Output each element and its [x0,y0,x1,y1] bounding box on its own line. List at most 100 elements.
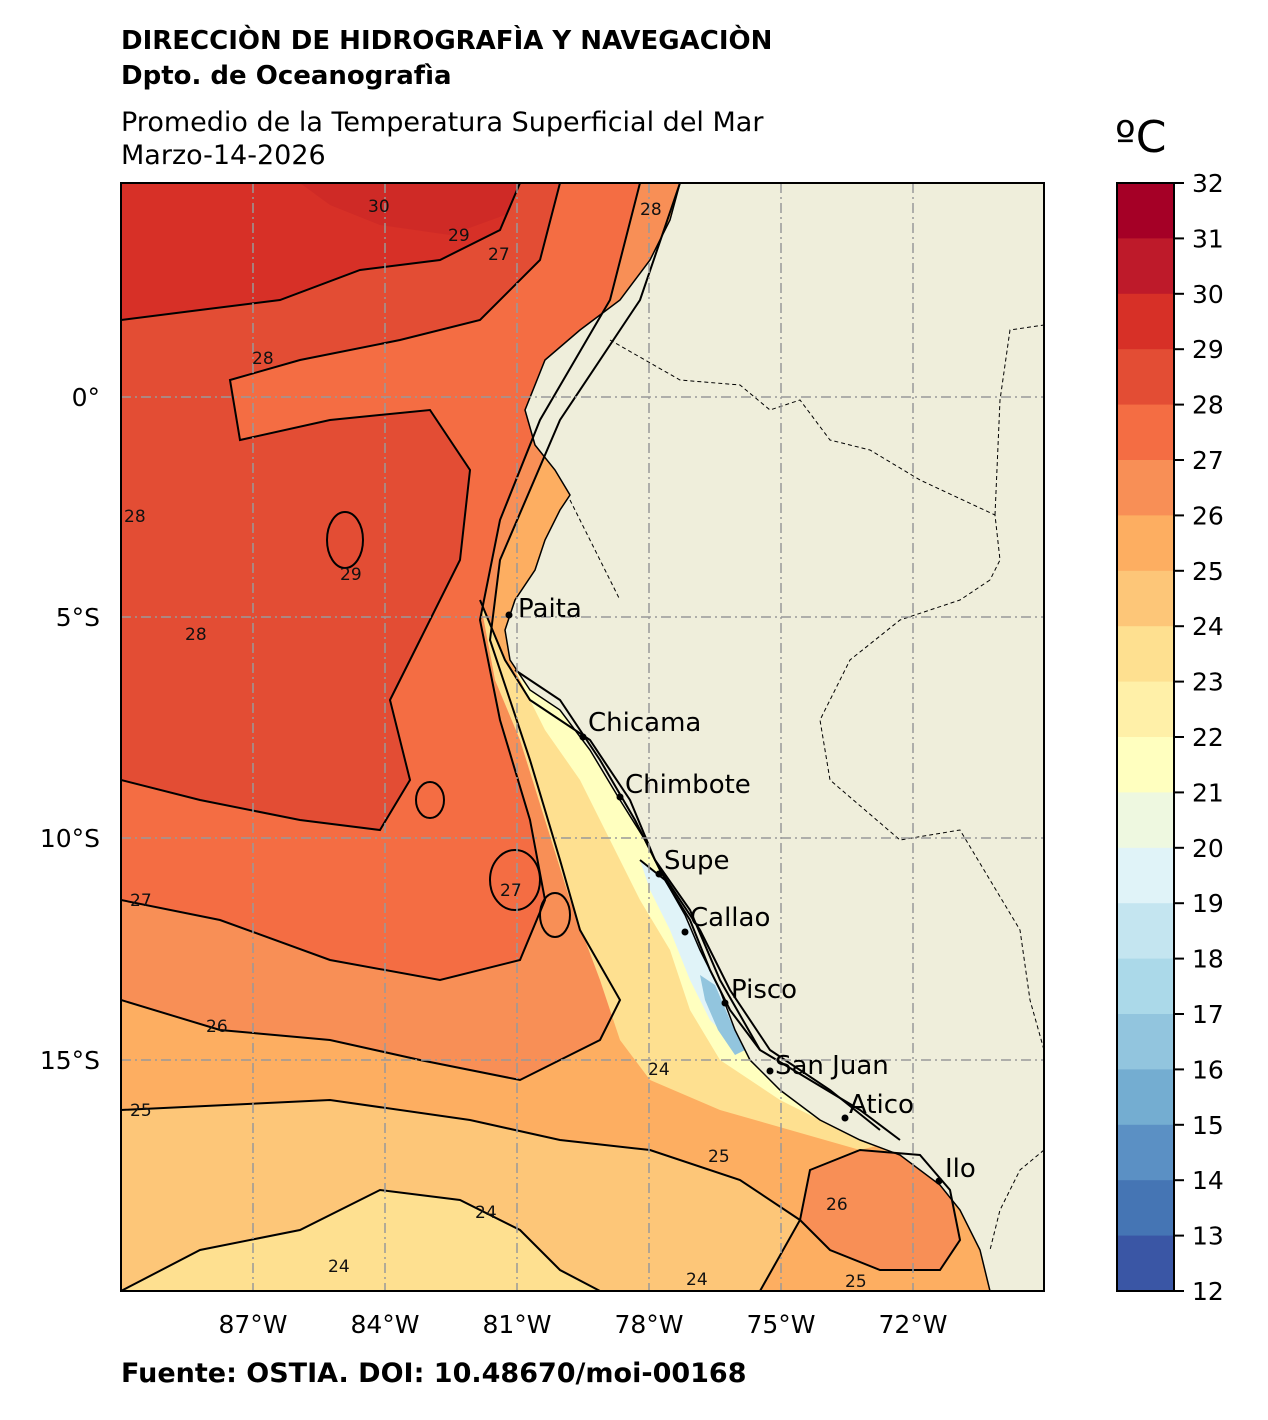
sst-band-23-24 [121,1190,600,1291]
sst-band-28-29 [121,183,560,830]
city-label-chimbote: Chimbote [625,770,751,800]
lon-label: 72°W [878,1310,947,1339]
map-frame [120,182,1045,1292]
isotherm-label: 24 [328,1257,350,1277]
colorbar-tick-label: 16 [1192,1055,1224,1084]
isotherm-label: 28 [252,349,274,369]
lon-label: 75°W [746,1310,815,1339]
isotherm-label: 25 [708,1147,730,1167]
colorbar-tick-label: 20 [1192,834,1224,863]
colorbar-segment [1117,681,1174,738]
isotherm-label: 26 [826,1195,848,1215]
colorbar-tick-label: 26 [1192,501,1224,530]
isotherm-label: 30 [368,197,390,217]
city-label-san-juan: San Juan [775,1051,889,1081]
isotherm-label: 28 [124,507,146,527]
colorbar: 32 31 30 29 28 27 26 25 24 23 22 21 20 19 18 17 16 15 14 13… [1116,169,1224,1306]
city-markers: Paita Chicama Chimbote Supe Callao Pisco… [505,594,976,1185]
colorbar-tick-label: 14 [1192,1166,1224,1195]
isotherm-label: 29 [340,565,362,585]
isotherm-label: 24 [686,1270,708,1290]
colorbar-segment [1117,293,1174,350]
city-marker-chimbote [616,793,624,801]
isotherm-label: 24 [648,1060,670,1080]
colorbar-segment [1117,1124,1174,1181]
colorbar-tick-label: 21 [1192,778,1224,807]
colorbar-segment [1117,958,1174,1015]
department-title: Dpto. de Oceanografìa [121,61,452,91]
colorbar-tick-label: 32 [1192,169,1224,198]
longitude-axis: 87°W 84°W 81°W 78°W 75°W 72°W [218,1310,947,1339]
latitude-axis: 0° 5°S 10°S 15°S [40,383,100,1075]
map-date: Marzo-14-2026 [121,140,326,171]
lon-label: 81°W [482,1310,551,1339]
sst-band-coastal-17 [700,975,745,1055]
colorbar-segment [1117,238,1174,295]
colorbar-segment [1117,903,1174,960]
city-label-callao: Callao [690,903,770,933]
colorbar-segment [1117,847,1174,904]
city-marker-pisco [721,999,729,1007]
lat-label: 10°S [40,824,100,853]
colorbar-tick-label: 13 [1192,1222,1224,1251]
colorbar-segment [1117,737,1174,793]
colorbar-tick-label: 18 [1192,945,1224,974]
lon-label: 78°W [614,1310,683,1339]
city-marker-ilo [935,1177,943,1185]
isotherm-label: 25 [845,1272,867,1292]
isotherm-label: 27 [130,891,152,911]
colorbar-tick-label: 25 [1192,557,1224,586]
colorbar-tick-label: 30 [1192,280,1224,309]
colorbar-unit: ºC [1115,112,1167,163]
colorbar-segment [1117,1235,1174,1292]
colorbar-tick-label: 22 [1192,723,1224,752]
colorbar-segment [1117,1180,1174,1237]
city-marker-chicama [579,733,587,741]
lat-label: 0° [72,383,100,412]
colorbar-tick-label: 12 [1192,1277,1224,1306]
isotherm-label: 25 [130,1101,152,1121]
sst-band-coastal-22 [515,670,880,1130]
colorbar-tick-label: 27 [1192,446,1224,475]
isotherm-label: 28 [640,200,662,220]
colorbar-tick-label: 19 [1192,889,1224,918]
colorbar-segment [1117,626,1174,683]
land-mass [504,183,1044,1291]
map-title: Promedio de la Temperatura Superficial d… [121,107,764,138]
grid-lines [121,183,1044,1291]
city-label-atico: Atico [849,1090,914,1120]
colorbar-tick-label: 28 [1192,391,1224,420]
sst-band-30-31 [300,183,520,235]
city-marker-callao [681,928,689,936]
colorbar-tick-label: 29 [1192,335,1224,364]
lon-label: 84°W [350,1310,419,1339]
colorbar-segment [1117,349,1174,406]
sst-band-south-warm [800,1150,960,1270]
colorbar-segment [1117,570,1174,627]
colorbar-tick-label: 31 [1192,224,1224,253]
colorbar-segment [1117,183,1174,239]
isotherm-label: 24 [475,1203,497,1223]
isotherm-lines [121,183,962,1291]
organization-title: DIRECCIÒN DE HIDROGRAFÌA Y NAVEGACIÒN [121,26,773,56]
lat-label: 5°S [56,603,100,632]
lat-label: 15°S [40,1046,100,1075]
colorbar-segment [1117,404,1174,461]
city-label-pisco: Pisco [731,975,797,1005]
colorbar-segment [1117,792,1174,849]
isotherm-label: 27 [488,245,510,265]
isotherm-label: 28 [185,625,207,645]
isotherm-labels: 30 29 29 28 28 28 28 27 27 27 26 26 25 2… [124,197,867,1292]
map-panel: 30 29 29 28 28 28 28 27 27 27 26 26 25 2… [121,183,1044,1292]
colorbar-tick-label: 23 [1192,668,1224,697]
sst-band-coastal-20 [640,860,760,1050]
city-label-ilo: Ilo [945,1154,976,1184]
colorbar-tick-label: 15 [1192,1111,1224,1140]
country-borders [569,324,1044,1251]
colorbar-tick-label: 17 [1192,1000,1224,1029]
colorbar-segment [1117,460,1174,516]
colorbar-segment [1117,1069,1174,1126]
city-label-supe: Supe [664,846,729,876]
city-label-paita: Paita [518,594,582,624]
lon-label: 87°W [218,1310,287,1339]
